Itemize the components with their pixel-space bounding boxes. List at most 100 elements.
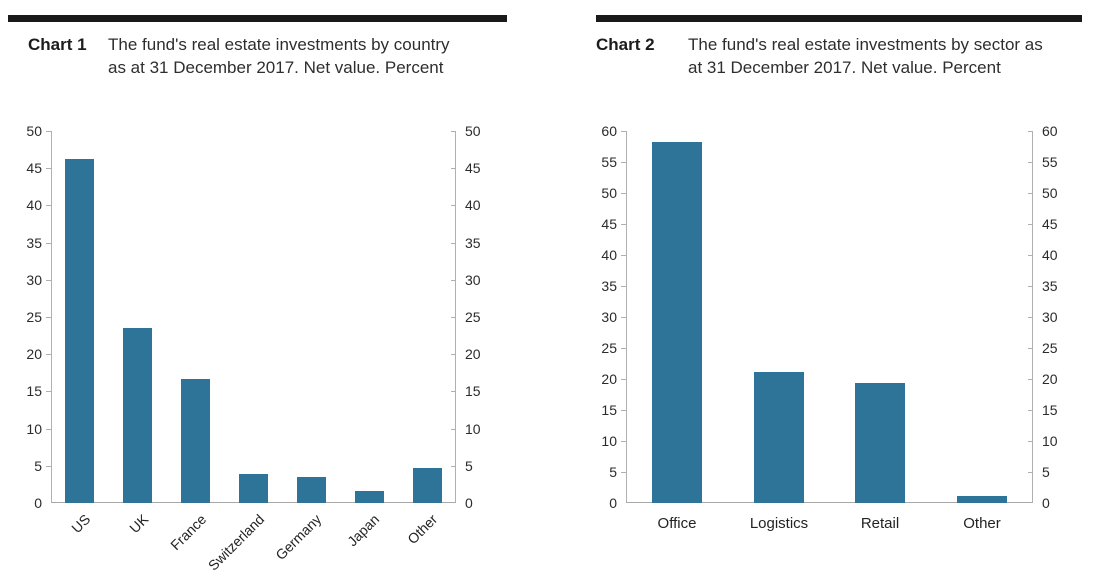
axis-tick bbox=[621, 379, 626, 380]
y-axis-label-left: 20 bbox=[26, 346, 42, 362]
y-axis-label-left: 5 bbox=[34, 458, 42, 474]
axis-tick bbox=[621, 441, 626, 442]
bar-france bbox=[181, 379, 210, 503]
y-axis-label-left: 55 bbox=[601, 154, 617, 170]
x-axis-label: Logistics bbox=[749, 515, 809, 532]
axis-tick bbox=[46, 391, 51, 392]
y-axis-label-right: 50 bbox=[1042, 185, 1058, 201]
axis-tick bbox=[46, 205, 51, 206]
chart-title-line: The fund's real estate investments by co… bbox=[108, 35, 450, 54]
axis-tick bbox=[1028, 410, 1033, 411]
axis-tick bbox=[451, 391, 456, 392]
y-axis-label-right: 35 bbox=[465, 235, 481, 251]
bar-japan bbox=[355, 491, 384, 503]
axis-tick bbox=[621, 410, 626, 411]
y-axis-label-right: 25 bbox=[1042, 340, 1058, 356]
axis-tick bbox=[46, 131, 51, 132]
y-axis-label-right: 50 bbox=[465, 123, 481, 139]
x-axis-label: Retail bbox=[860, 515, 900, 532]
y-axis-label-left: 0 bbox=[609, 495, 617, 511]
axis-tick bbox=[621, 472, 626, 473]
bar-us bbox=[65, 159, 94, 503]
axis-tick bbox=[46, 429, 51, 430]
axis-tick bbox=[1028, 317, 1033, 318]
y-axis-label-left: 40 bbox=[601, 247, 617, 263]
y-axis-label-right: 25 bbox=[465, 309, 481, 325]
chart-title: The fund's real estate investments by se… bbox=[688, 33, 1043, 79]
x-axis-label: Other bbox=[963, 515, 1001, 532]
y-axis-label-right: 35 bbox=[1042, 278, 1058, 294]
y-axis-label-right: 15 bbox=[465, 383, 481, 399]
axis-tick bbox=[1028, 131, 1033, 132]
bar-logistics bbox=[754, 372, 804, 503]
y-axis-label-right: 30 bbox=[1042, 309, 1058, 325]
axis-tick bbox=[451, 317, 456, 318]
y-axis-label-left: 40 bbox=[26, 197, 42, 213]
axis-tick bbox=[621, 162, 626, 163]
bar-office bbox=[652, 142, 702, 503]
y-axis-label-left: 15 bbox=[26, 383, 42, 399]
chart-title-line: The fund's real estate investments by se… bbox=[688, 35, 1043, 54]
axis-tick bbox=[621, 286, 626, 287]
x-axis-label: Office bbox=[657, 515, 697, 532]
y-axis-label-left: 45 bbox=[26, 160, 42, 176]
y-axis-label-right: 30 bbox=[465, 272, 481, 288]
axis-tick bbox=[1028, 224, 1033, 225]
axis-tick bbox=[46, 466, 51, 467]
axis-tick bbox=[621, 131, 626, 132]
axis-tick bbox=[451, 243, 456, 244]
y-axis-label-left: 60 bbox=[601, 123, 617, 139]
y-axis-label-left: 25 bbox=[26, 309, 42, 325]
y-axis-label-right: 0 bbox=[465, 495, 473, 511]
axis-tick bbox=[46, 317, 51, 318]
y-axis-label-right: 0 bbox=[1042, 495, 1050, 511]
axis-tick bbox=[451, 205, 456, 206]
y-axis-label-right: 45 bbox=[1042, 216, 1058, 232]
y-axis-label-left: 0 bbox=[34, 495, 42, 511]
y-axis-label-right: 20 bbox=[465, 346, 481, 362]
chart-label: Chart 2 bbox=[596, 35, 655, 54]
chart-title-line: at 31 December 2017. Net value. Percent bbox=[688, 58, 1001, 77]
axis-tick bbox=[451, 429, 456, 430]
axis-tick bbox=[621, 348, 626, 349]
y-axis-label-right: 40 bbox=[1042, 247, 1058, 263]
chart-title: The fund's real estate investments by co… bbox=[108, 33, 450, 79]
bar-uk bbox=[123, 328, 152, 503]
bar-switzerland bbox=[239, 474, 268, 503]
axis-tick bbox=[46, 354, 51, 355]
axis-tick bbox=[451, 466, 456, 467]
axis-tick bbox=[1028, 162, 1033, 163]
y-axis-label-right: 5 bbox=[465, 458, 473, 474]
y-axis-label-right: 10 bbox=[465, 421, 481, 437]
bar-other bbox=[413, 468, 442, 503]
y-axis-label-right: 10 bbox=[1042, 433, 1058, 449]
y-axis-label-left: 45 bbox=[601, 216, 617, 232]
axis-tick bbox=[1028, 348, 1033, 349]
axis-tick bbox=[1028, 441, 1033, 442]
y-axis-label-left: 35 bbox=[26, 235, 42, 251]
y-axis-label-left: 5 bbox=[609, 464, 617, 480]
y-axis-label-right: 5 bbox=[1042, 464, 1050, 480]
chart-label: Chart 1 bbox=[28, 35, 87, 54]
axis-tick bbox=[1028, 255, 1033, 256]
chart-title-line: as at 31 December 2017. Net value. Perce… bbox=[108, 58, 444, 77]
y-axis-label-right: 40 bbox=[465, 197, 481, 213]
y-axis-label-left: 50 bbox=[26, 123, 42, 139]
header-rule bbox=[8, 15, 507, 22]
y-axis-label-left: 20 bbox=[601, 371, 617, 387]
y-axis-label-left: 30 bbox=[26, 272, 42, 288]
axis-tick bbox=[1028, 472, 1033, 473]
y-axis-label-right: 45 bbox=[465, 160, 481, 176]
axis-tick bbox=[621, 255, 626, 256]
axis-tick bbox=[1028, 286, 1033, 287]
y-axis-label-right: 55 bbox=[1042, 154, 1058, 170]
y-axis-label-left: 10 bbox=[26, 421, 42, 437]
bar-retail bbox=[855, 383, 905, 503]
y-axis-label-left: 25 bbox=[601, 340, 617, 356]
y-axis-label-left: 30 bbox=[601, 309, 617, 325]
axis-tick bbox=[46, 280, 51, 281]
y-axis-label-left: 10 bbox=[601, 433, 617, 449]
